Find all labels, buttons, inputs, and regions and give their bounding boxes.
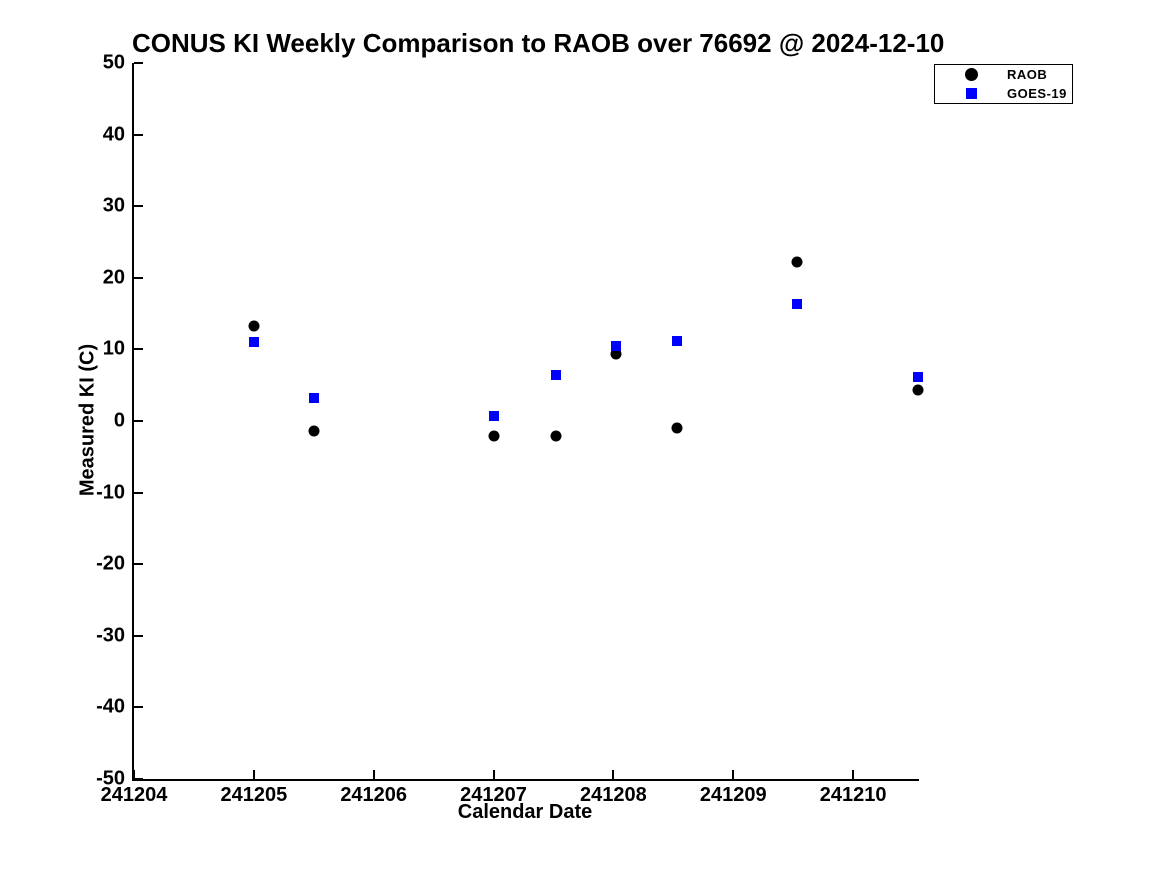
data-point-goes-19 [610, 340, 621, 351]
x-axis-tick [372, 770, 375, 779]
y-axis-tick-label: -10 [96, 481, 125, 504]
y-axis-tick-label: 10 [102, 337, 125, 360]
data-point-goes-19 [912, 371, 923, 382]
x-axis-tick-label: 241206 [340, 784, 408, 806]
x-axis-tick-label: 241205 [220, 784, 288, 806]
data-point-goes-19 [248, 337, 259, 348]
y-axis-tick [134, 778, 143, 780]
y-axis-tick-label: -40 [96, 695, 125, 718]
chart-title: CONUS KI Weekly Comparison to RAOB over … [132, 28, 945, 58]
x-axis-label: Calendar Date [457, 801, 593, 823]
y-axis-tick-label: 40 [102, 123, 125, 146]
data-point-raob [791, 256, 803, 268]
y-axis-tick [134, 706, 143, 709]
data-point-goes-19 [308, 393, 319, 404]
y-axis-tick [134, 62, 143, 64]
y-axis-tick-label: -50 [96, 767, 125, 790]
x-axis-tick [133, 770, 135, 779]
x-axis-tick [732, 770, 735, 779]
data-point-raob [248, 320, 260, 332]
y-axis-label-text: Measured KI (C) [76, 343, 99, 497]
x-axis-tick-label: 241209 [699, 784, 767, 806]
legend-label: GOES-19 [1007, 86, 1067, 101]
x-axis-tick [492, 770, 495, 779]
data-point-raob [550, 430, 562, 442]
legend-marker-cell [935, 88, 1007, 99]
legend-marker-cell [935, 68, 1007, 81]
y-axis-tick [134, 634, 143, 637]
y-axis-tick-label: 20 [102, 266, 125, 289]
y-axis-tick-label: 30 [102, 194, 125, 217]
data-point-raob [671, 422, 683, 434]
raob-legend-marker-circle-icon [964, 68, 978, 81]
y-axis-tick [134, 563, 143, 566]
x-axis-tick [612, 770, 615, 779]
y-axis-tick [134, 276, 143, 279]
legend-item-raob: RAOB [935, 65, 1072, 84]
y-axis-tick-label: -20 [96, 552, 125, 575]
legend-item-goes-19: GOES-19 [935, 84, 1072, 103]
x-axis-tick-label: 241210 [819, 784, 887, 806]
y-axis-tick [134, 348, 143, 351]
y-axis-tick [134, 133, 143, 136]
y-axis-tick [134, 205, 143, 208]
data-point-raob [912, 384, 924, 396]
legend-label: RAOB [1007, 67, 1048, 82]
data-point-goes-19 [671, 335, 682, 346]
data-point-raob [488, 430, 500, 442]
data-point-raob [610, 348, 622, 360]
y-axis-tick [134, 420, 143, 422]
legend: RAOB GOES-19 [934, 64, 1073, 104]
x-axis-tick [252, 770, 255, 779]
y-axis-tick-label: -30 [96, 624, 125, 647]
y-axis-tick-label: 0 [113, 409, 125, 432]
data-point-raob [308, 425, 320, 437]
y-axis-tick-label: 50 [102, 51, 125, 74]
y-axis-tick [134, 491, 143, 494]
x-axis-tick-label: 241207 [460, 784, 527, 806]
x-axis-tick [852, 770, 855, 779]
data-point-goes-19 [791, 299, 802, 310]
data-point-goes-19 [488, 410, 499, 421]
data-point-goes-19 [550, 370, 561, 381]
x-axis-tick-label: 241208 [580, 784, 647, 806]
x-axis-tick-label: 241204 [100, 784, 168, 806]
goes-19-legend-marker-square-icon [965, 88, 977, 99]
plot-area: 241204 241205 241206 241207 241208 241209 2412… [96, 52, 924, 806]
